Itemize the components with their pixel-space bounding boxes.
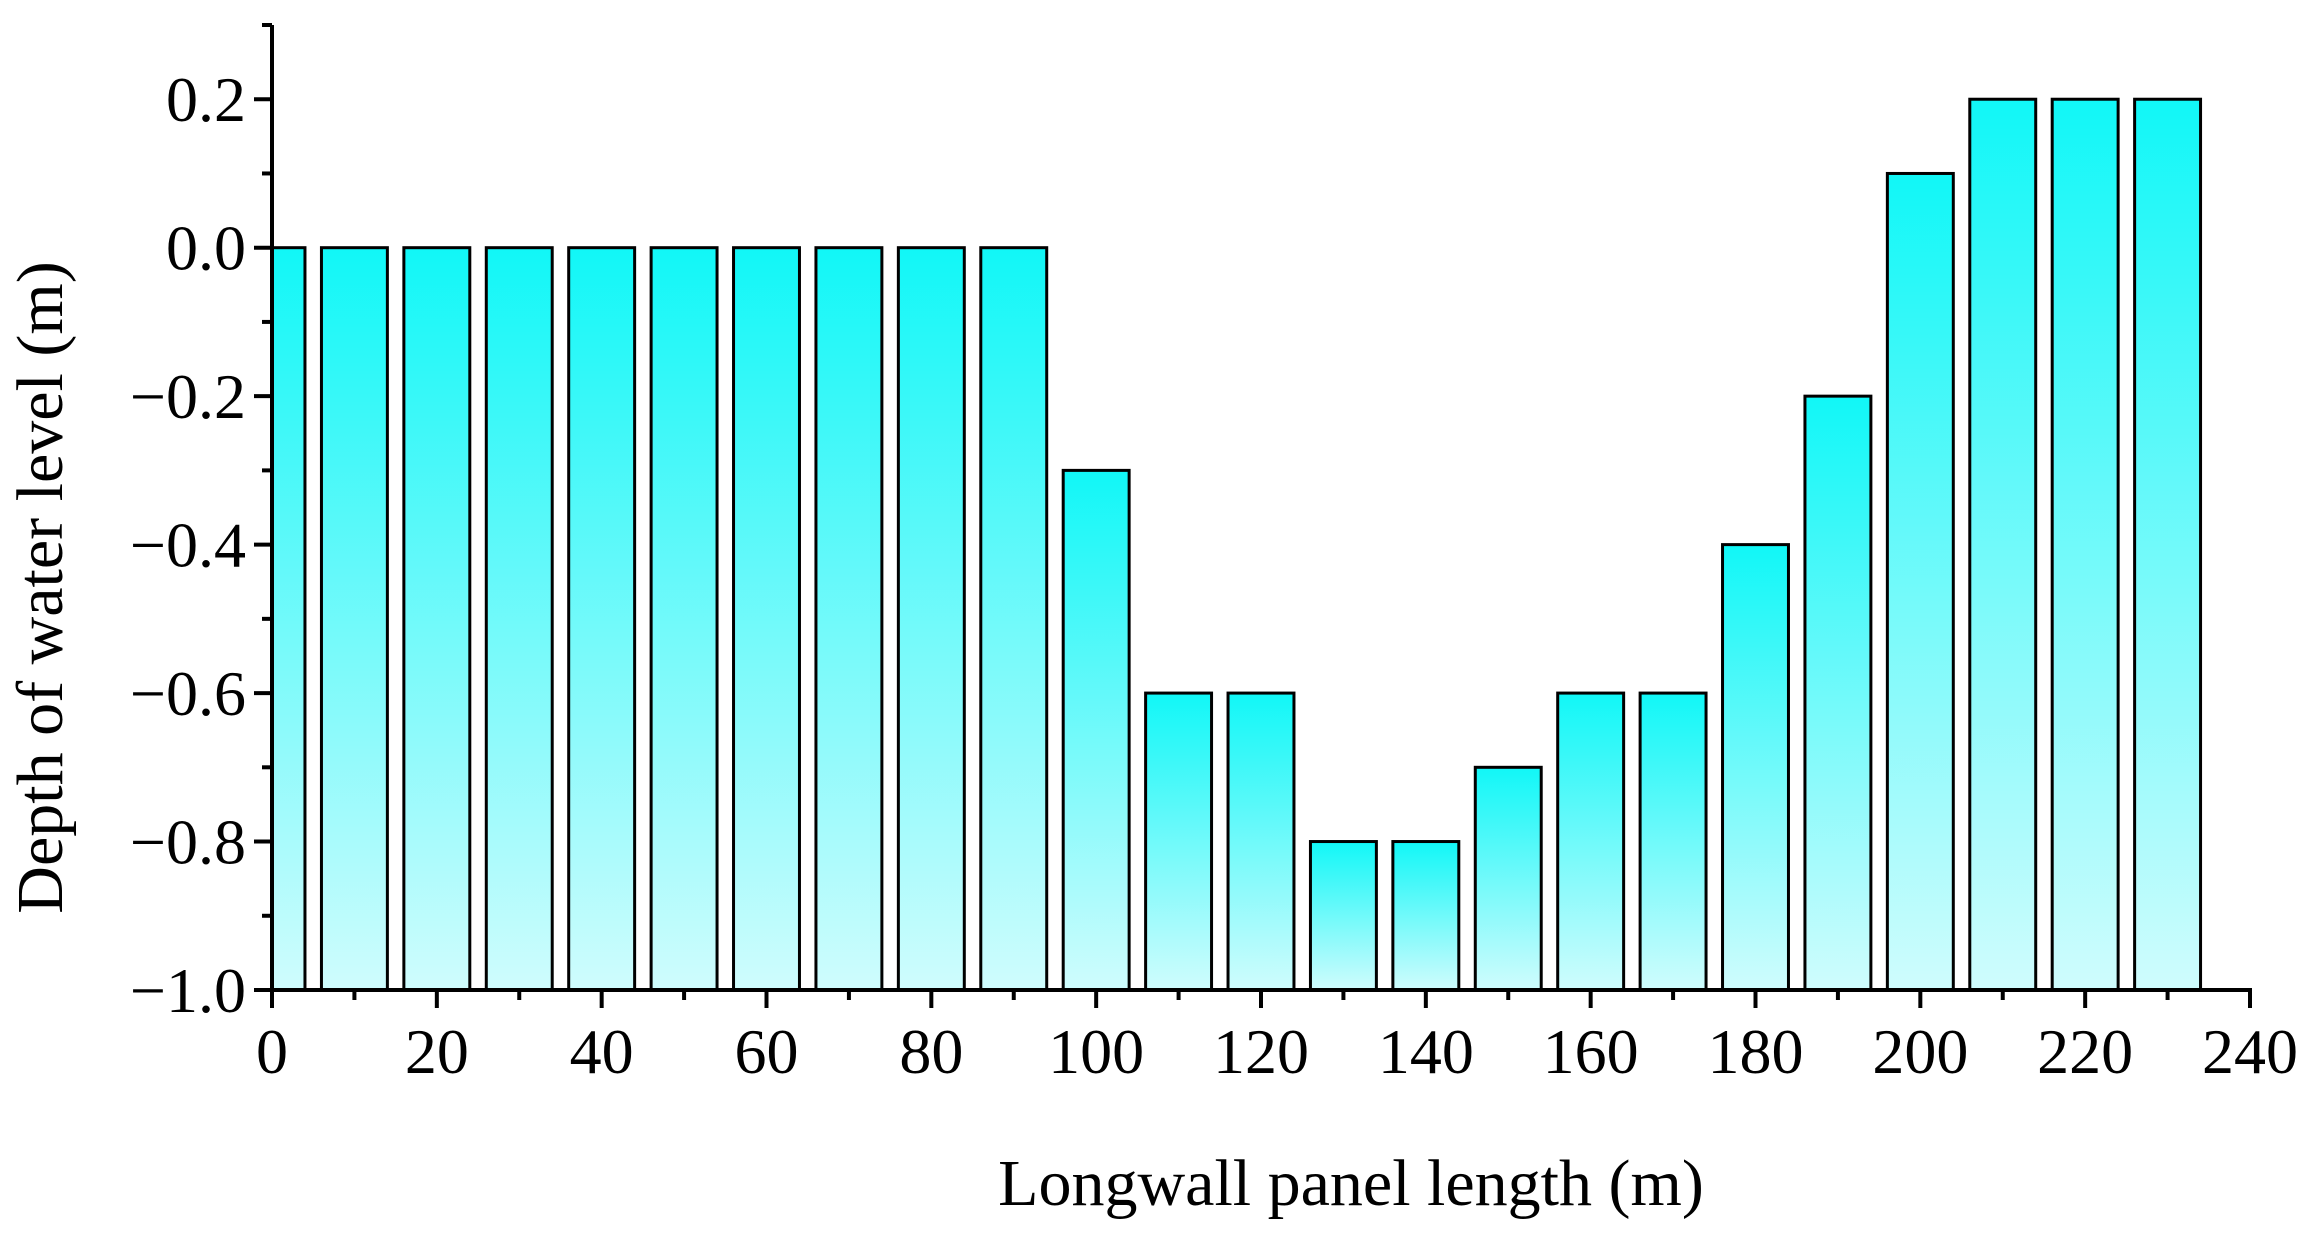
x-tick-label-9: 180	[1708, 1016, 1804, 1087]
bar-13	[1308, 840, 1378, 992]
x-tick-label-3: 60	[735, 1016, 799, 1087]
bar-11	[1144, 691, 1214, 992]
bar-16	[1556, 691, 1626, 992]
bar-20	[1885, 171, 1955, 992]
x-tick-label-5: 100	[1048, 1016, 1144, 1087]
x-tick-label-4: 80	[899, 1016, 963, 1087]
bar-17	[1638, 691, 1708, 992]
y-tick-label-2: −0.6	[130, 658, 246, 729]
y-tick-label-0: −1.0	[130, 955, 246, 1026]
bars-group	[270, 97, 2203, 992]
x-tick-label-0: 0	[256, 1016, 288, 1087]
x-tick-label-6: 120	[1213, 1016, 1309, 1087]
bar-14	[1391, 840, 1461, 992]
x-axis-title: Longwall panel length (m)	[998, 1147, 1704, 1220]
tick-labels-group: 0 20 40 60 80 100 120 140 160 180 200 220 240 −1.0 −0.…	[130, 64, 2298, 1087]
y-tick-label-5: 0.0	[166, 213, 246, 284]
x-tick-label-11: 220	[2037, 1016, 2133, 1087]
y-tick-label-3: −0.4	[130, 510, 246, 581]
x-tick-label-10: 200	[1872, 1016, 1968, 1087]
bar-18	[1721, 543, 1790, 992]
bar-8	[896, 246, 966, 992]
x-tick-label-2: 40	[570, 1016, 634, 1087]
bar-7	[814, 246, 884, 992]
bar-5	[649, 246, 719, 992]
bar-21	[1968, 97, 2038, 992]
y-tick-label-4: −0.2	[130, 361, 246, 432]
bar-23	[2133, 97, 2203, 992]
bar-3	[484, 246, 554, 992]
x-tick-label-8: 160	[1543, 1016, 1639, 1087]
y-axis-title: Depth of water level (m)	[4, 261, 77, 913]
x-tick-label-1: 20	[405, 1016, 469, 1087]
bar-6	[732, 246, 801, 992]
bar-22	[2050, 97, 2120, 992]
bar-9	[979, 246, 1049, 992]
bar-0	[270, 246, 307, 992]
x-tick-label-7: 140	[1378, 1016, 1474, 1087]
bar-10	[1061, 468, 1131, 992]
x-tick-label-12: 240	[2202, 1016, 2298, 1087]
bar-19	[1803, 394, 1873, 992]
bar-2	[402, 246, 472, 992]
y-tick-label-1: −0.8	[130, 807, 246, 878]
bar-4	[567, 246, 637, 992]
y-tick-label-6: 0.2	[166, 64, 246, 135]
bar-15	[1473, 765, 1543, 992]
bar-1	[319, 246, 389, 992]
ticks-group	[254, 23, 2252, 1008]
bar-12	[1226, 691, 1296, 992]
